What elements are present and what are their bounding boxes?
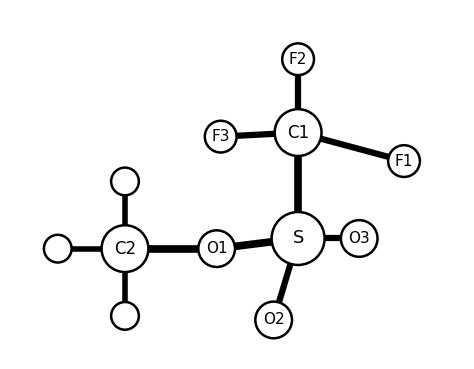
Circle shape xyxy=(198,230,235,267)
Text: C2: C2 xyxy=(114,239,136,258)
Circle shape xyxy=(388,145,420,177)
Text: C1: C1 xyxy=(287,124,309,142)
Circle shape xyxy=(111,302,139,330)
Text: O3: O3 xyxy=(348,231,370,246)
Circle shape xyxy=(274,109,321,156)
Circle shape xyxy=(205,121,237,152)
Text: S: S xyxy=(292,230,304,248)
Circle shape xyxy=(44,235,72,262)
Text: F2: F2 xyxy=(289,52,307,67)
Text: F1: F1 xyxy=(395,154,413,169)
Circle shape xyxy=(341,220,377,257)
Text: F3: F3 xyxy=(211,129,230,144)
Circle shape xyxy=(111,168,139,195)
Circle shape xyxy=(101,225,148,272)
Circle shape xyxy=(272,212,325,265)
Text: O2: O2 xyxy=(263,313,284,327)
Circle shape xyxy=(255,301,292,338)
Text: O1: O1 xyxy=(206,241,228,256)
Circle shape xyxy=(282,43,314,75)
